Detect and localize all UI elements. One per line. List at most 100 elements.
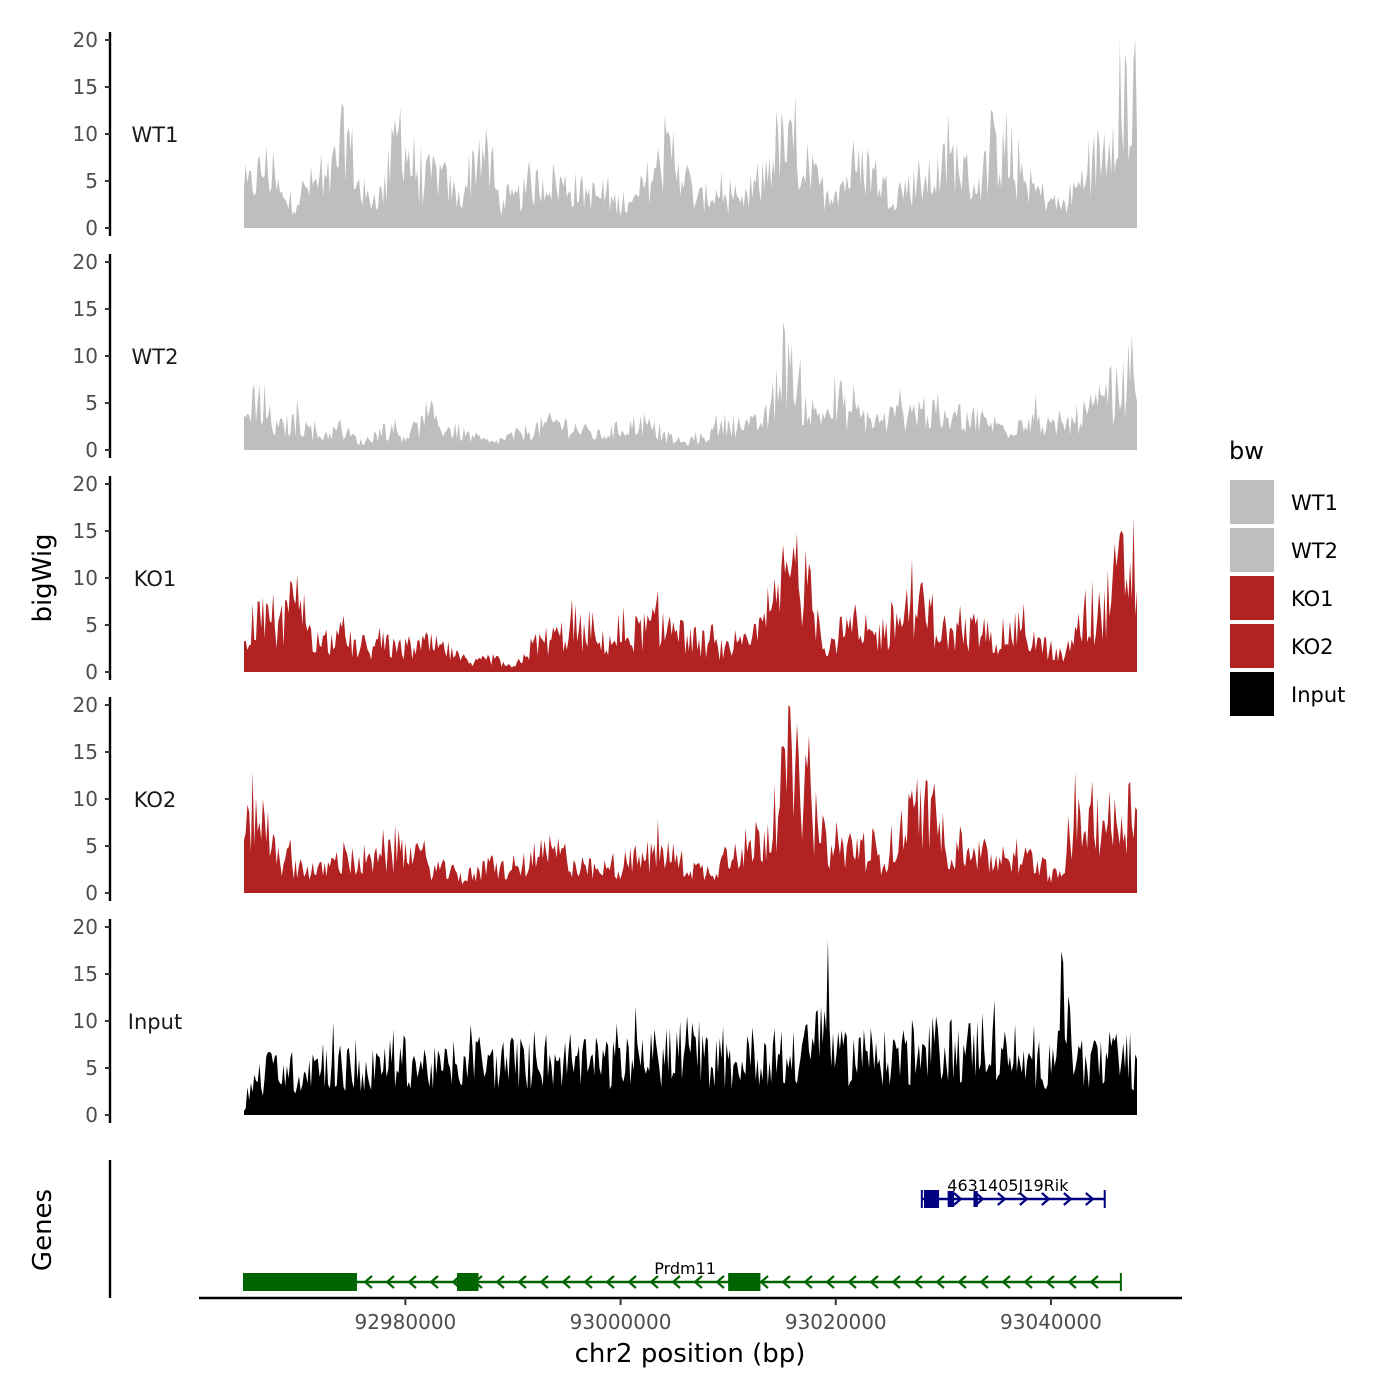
- strand-chevron: [847, 1275, 857, 1289]
- strand-chevron: [953, 1192, 963, 1206]
- y-tick-label: 20: [73, 915, 98, 939]
- y-tick-label: 10: [73, 566, 98, 590]
- track-label: WT1: [132, 123, 179, 147]
- coverage-area-wt1: [244, 40, 1137, 228]
- strand-chevron: [781, 1275, 791, 1289]
- track-label: KO2: [134, 788, 177, 812]
- gene-prdm11: Prdm11: [243, 1259, 1122, 1291]
- legend-label-wt1: WT1: [1291, 491, 1338, 515]
- y-tick-label: 5: [85, 834, 98, 858]
- legend-label-ko1: KO1: [1291, 587, 1334, 611]
- genes-track: 4631405J19Rik Prdm11: [108, 1160, 1122, 1298]
- strand-chevron: [1001, 1275, 1011, 1289]
- y-tick-label: 0: [85, 1103, 98, 1127]
- strand-chevron: [979, 1275, 989, 1289]
- coverage-area-wt2: [244, 322, 1137, 450]
- track-wt2: 0 5 10 15 20 WT2: [73, 250, 1137, 462]
- strand-chevron: [605, 1275, 615, 1289]
- x-tick-label: 93040000: [1000, 1310, 1102, 1334]
- strand-chevron: [997, 1192, 1007, 1206]
- y-tick-label: 10: [73, 344, 98, 368]
- strand-chevron: [869, 1275, 879, 1289]
- y-tick-label: 10: [73, 122, 98, 146]
- strand-chevron: [671, 1275, 681, 1289]
- strand-chevron: [913, 1275, 923, 1289]
- strand-chevron: [803, 1275, 813, 1289]
- x-axis: 92980000 93000000 93020000 93040000: [199, 1296, 1182, 1334]
- y-tick-label: 0: [85, 660, 98, 684]
- legend-key-wt1: [1230, 480, 1274, 524]
- y-tick-label: 15: [73, 740, 98, 764]
- y-tick-label: 20: [73, 693, 98, 717]
- y-tick-label: 5: [85, 391, 98, 415]
- track-label: KO1: [134, 567, 177, 591]
- strand-chevron: [1041, 1192, 1051, 1206]
- track-input: 0 5 10 15 20 Input: [73, 915, 1137, 1127]
- track-ko1: 0 5 10 15 20 KO1: [73, 472, 1137, 684]
- x-tick-label: 93000000: [570, 1310, 672, 1334]
- y-tick-label: 20: [73, 250, 98, 274]
- strand-chevron: [561, 1275, 571, 1289]
- strand-chevron: [627, 1275, 637, 1289]
- exon: [947, 1191, 955, 1207]
- strand-chevron: [1089, 1275, 1099, 1289]
- exon: [728, 1273, 761, 1291]
- strand-chevron: [1045, 1275, 1055, 1289]
- strand-chevron: [1063, 1192, 1073, 1206]
- x-axis-title: chr2 position (bp): [575, 1339, 806, 1369]
- track-ko2: 0 5 10 15 20 KO2: [73, 693, 1137, 905]
- legend-key-ko1: [1230, 576, 1274, 620]
- gene-4631405j19rik: 4631405J19Rik: [920, 1176, 1106, 1208]
- legend: bw WT1 WT2 KO1 KO2 Input: [1229, 437, 1345, 716]
- legend-title: bw: [1229, 437, 1264, 465]
- strand-chevron: [957, 1275, 967, 1289]
- y-tick-label: 5: [85, 169, 98, 193]
- x-tick-label: 93020000: [785, 1310, 887, 1334]
- legend-label-input: Input: [1291, 683, 1345, 707]
- strand-chevron: [935, 1275, 945, 1289]
- strand-chevron: [385, 1275, 395, 1289]
- y-tick-label: 15: [73, 297, 98, 321]
- track-label: WT2: [132, 345, 179, 369]
- y-tick-label: 10: [73, 787, 98, 811]
- coverage-area-ko2: [244, 705, 1137, 893]
- exon: [973, 1191, 978, 1207]
- exon: [457, 1273, 479, 1291]
- y-tick-label: 20: [73, 28, 98, 52]
- coverage-area-ko1: [244, 517, 1137, 672]
- exon: [244, 1273, 357, 1291]
- y-tick-label: 10: [73, 1009, 98, 1033]
- strand-chevron: [1019, 1192, 1029, 1206]
- y-tick-label: 15: [73, 519, 98, 543]
- y-tick-label: 0: [85, 216, 98, 240]
- legend-key-ko2: [1230, 624, 1274, 668]
- track-label: Input: [128, 1010, 182, 1034]
- strand-chevron: [1023, 1275, 1033, 1289]
- coverage-tracks: 0 5 10 15 20 WT1 0 5 10 15 20 WT2 0 5 10 15 20 KO1 0 5 10 15 2…: [73, 28, 1137, 1127]
- strand-chevron: [825, 1275, 835, 1289]
- strand-chevron: [517, 1275, 527, 1289]
- strand-chevron: [759, 1275, 769, 1289]
- legend-key-wt2: [1230, 528, 1274, 572]
- exon: [923, 1190, 940, 1208]
- strand-chevron: [539, 1275, 549, 1289]
- legend-label-wt2: WT2: [1291, 539, 1338, 563]
- strand-chevron: [715, 1275, 725, 1289]
- y-tick-label: 15: [73, 962, 98, 986]
- y-axis-title: bigWig: [28, 533, 58, 622]
- strand-chevron: [891, 1275, 901, 1289]
- y-tick-label: 20: [73, 472, 98, 496]
- x-tick-label: 92980000: [354, 1310, 456, 1334]
- strand-chevron: [495, 1275, 505, 1289]
- strand-chevron: [649, 1275, 659, 1289]
- strand-chevron: [1085, 1192, 1095, 1206]
- y-tick-label: 0: [85, 438, 98, 462]
- gene-name-label: 4631405J19Rik: [947, 1176, 1069, 1195]
- legend-key-input: [1230, 672, 1274, 716]
- track-wt1: 0 5 10 15 20 WT1: [73, 28, 1137, 240]
- strand-chevron: [429, 1275, 439, 1289]
- gene-name-label: Prdm11: [654, 1259, 716, 1278]
- y-tick-label: 5: [85, 1056, 98, 1080]
